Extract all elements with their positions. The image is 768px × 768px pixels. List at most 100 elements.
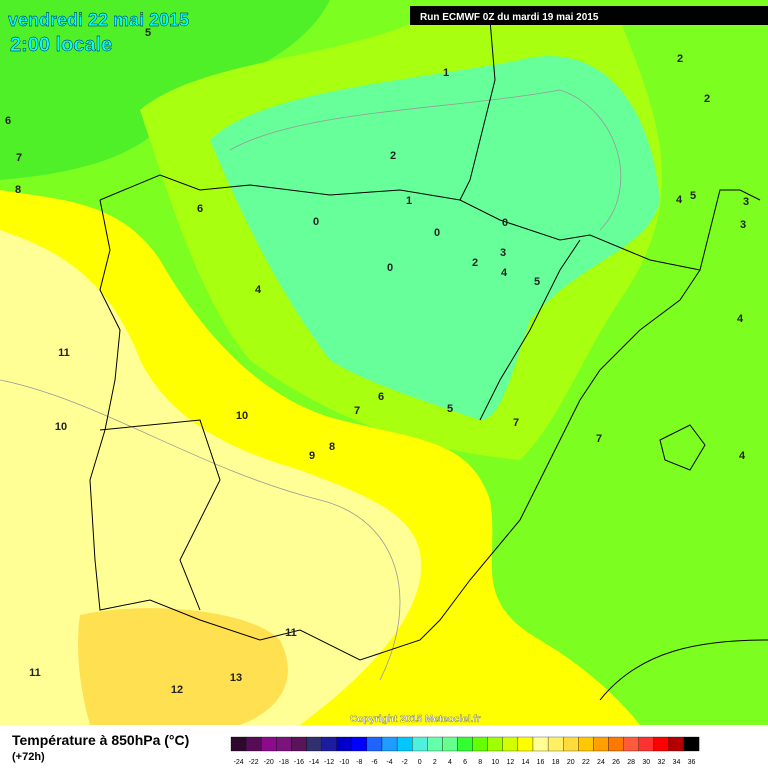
contour-label: 7 bbox=[354, 405, 360, 417]
copyright: Copyright 2015 Meteociel.fr bbox=[350, 714, 481, 725]
border bbox=[99, 419, 221, 611]
contour-label: 1 bbox=[406, 195, 412, 207]
legend-label: -2 bbox=[402, 759, 408, 766]
contour-label: 5 bbox=[534, 276, 540, 288]
contour-label: 2 bbox=[704, 93, 710, 105]
legend-label: 12 bbox=[506, 759, 514, 766]
contour-label: 2 bbox=[390, 150, 396, 162]
contour-label: 0 bbox=[434, 227, 440, 239]
legend-label: 2 bbox=[433, 759, 437, 766]
legend-swatch bbox=[245, 736, 262, 752]
legend-label: -18 bbox=[279, 759, 289, 766]
legend-swatch bbox=[487, 736, 503, 752]
coastline bbox=[599, 639, 768, 701]
run-banner bbox=[410, 6, 768, 25]
legend-label: 8 bbox=[478, 759, 482, 766]
legend-swatch bbox=[336, 736, 352, 752]
legend-swatch bbox=[230, 736, 247, 752]
legend-swatch bbox=[366, 736, 383, 752]
legend-swatch bbox=[381, 736, 398, 752]
legend-swatch bbox=[472, 736, 488, 752]
legend-swatch bbox=[683, 736, 700, 752]
contour-label: 7 bbox=[16, 152, 22, 164]
legend-label: 18 bbox=[552, 759, 560, 766]
contour-label: 8 bbox=[329, 441, 335, 453]
legend-label: 26 bbox=[612, 759, 620, 766]
legend-label: 4 bbox=[448, 759, 452, 766]
contour-label: 4 bbox=[255, 284, 262, 296]
legend-swatch bbox=[321, 736, 337, 752]
contour-label: 0 bbox=[313, 216, 319, 228]
contour-label: 10 bbox=[236, 410, 248, 422]
legend-label: -6 bbox=[371, 759, 377, 766]
legend-label: 32 bbox=[657, 759, 665, 766]
contour-label: 10 bbox=[55, 421, 67, 433]
region-green bbox=[0, 0, 330, 180]
legend-swatch bbox=[593, 736, 609, 752]
legend-swatch bbox=[563, 736, 579, 752]
legend-label: 30 bbox=[642, 759, 650, 766]
contour-label: 5 bbox=[447, 403, 453, 415]
legend-label: -20 bbox=[264, 759, 274, 766]
legend-swatch bbox=[578, 736, 594, 752]
legend-label: 22 bbox=[582, 759, 590, 766]
legend-swatch bbox=[668, 736, 685, 752]
legend-swatch bbox=[502, 736, 519, 752]
region-light-yellow bbox=[0, 230, 422, 725]
legend-label: 10 bbox=[491, 759, 499, 766]
contour-label: 3 bbox=[743, 196, 749, 208]
isotherm bbox=[229, 89, 622, 231]
legend-label: -12 bbox=[324, 759, 334, 766]
contour-label: 3 bbox=[740, 219, 746, 231]
footer-title: Température à 850hPa (°C) bbox=[12, 732, 189, 748]
contour-label: 11 bbox=[285, 627, 297, 639]
legend-label: -14 bbox=[309, 759, 319, 766]
contour-label: 4 bbox=[501, 267, 508, 279]
legend-swatch bbox=[427, 736, 443, 752]
legend-label: 24 bbox=[597, 759, 605, 766]
legend-label: 34 bbox=[673, 759, 681, 766]
legend-swatch bbox=[306, 736, 322, 752]
legend-swatch bbox=[457, 736, 473, 752]
contour-label: 12 bbox=[171, 684, 183, 696]
legend-label: -16 bbox=[294, 759, 304, 766]
contour-label: 5 bbox=[145, 27, 151, 39]
legend-swatch bbox=[261, 736, 277, 752]
contour-label: 5 bbox=[690, 190, 696, 202]
legend-label: 6 bbox=[463, 759, 467, 766]
contour-label: 9 bbox=[309, 450, 315, 462]
legend-swatch bbox=[351, 736, 368, 752]
contour-label: 13 bbox=[230, 672, 242, 684]
contour-label: 4 bbox=[739, 450, 746, 462]
legend-swatch bbox=[532, 736, 549, 752]
border bbox=[479, 239, 581, 421]
contour-label: 11 bbox=[29, 667, 41, 679]
legend-swatch bbox=[442, 736, 458, 752]
coastline bbox=[89, 199, 701, 661]
legend-swatch bbox=[396, 736, 413, 752]
legend-label: 16 bbox=[537, 759, 545, 766]
contour-label: 1 bbox=[443, 67, 449, 79]
run-info: Run ECMWF 0Z du mardi 19 mai 2015 bbox=[420, 12, 599, 23]
legend-swatch bbox=[291, 736, 307, 752]
legend-swatch bbox=[547, 736, 564, 752]
legend-swatch bbox=[412, 736, 428, 752]
legend-swatch bbox=[517, 736, 534, 752]
legend-label: 0 bbox=[418, 759, 422, 766]
region-orange bbox=[78, 608, 288, 725]
isotherm bbox=[0, 379, 401, 681]
contour-label: 2 bbox=[677, 53, 683, 65]
region-turquoise bbox=[210, 56, 660, 420]
contour-label: 11 bbox=[58, 347, 70, 359]
island bbox=[659, 424, 706, 471]
subtitle: 2:00 locale bbox=[10, 34, 112, 56]
contour-label: 4 bbox=[676, 194, 683, 206]
legend-label: 14 bbox=[522, 759, 530, 766]
contour-label: 4 bbox=[737, 313, 744, 325]
contour-label: 0 bbox=[387, 262, 393, 274]
legend-label: -4 bbox=[386, 759, 392, 766]
contour-label: 7 bbox=[513, 417, 519, 429]
legend-swatch bbox=[276, 736, 292, 752]
